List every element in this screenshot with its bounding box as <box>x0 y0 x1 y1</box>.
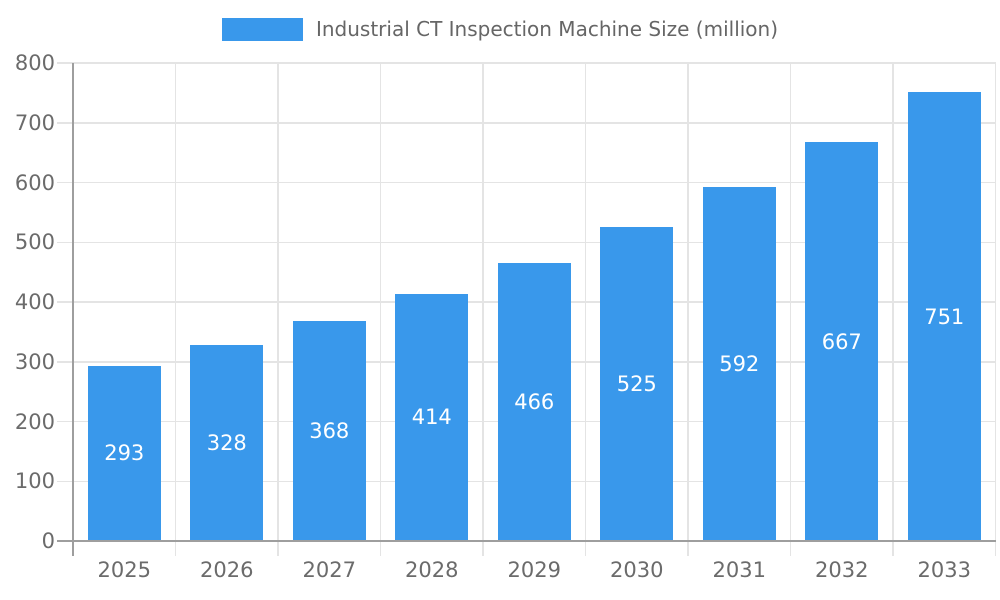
x-gridline <box>379 63 382 556</box>
y-gridline <box>57 62 996 64</box>
y-gridline <box>57 122 996 124</box>
x-tick-label: 2032 <box>815 558 869 582</box>
bar-value-label: 293 <box>104 441 145 466</box>
y-tick-label: 200 <box>14 409 55 434</box>
x-gridline <box>584 63 587 556</box>
bar[interactable]: 368 <box>292 321 366 541</box>
y-gridline <box>57 241 996 243</box>
y-axis-line <box>72 63 74 556</box>
y-tick-label: 600 <box>14 170 55 195</box>
bar-value-label: 414 <box>411 405 452 430</box>
bar-value-label: 466 <box>514 389 555 414</box>
x-tick-label: 2030 <box>610 558 664 582</box>
bar[interactable]: 466 <box>497 262 571 541</box>
bar-value-label: 368 <box>309 419 350 444</box>
y-tick-label: 500 <box>14 230 55 255</box>
bar[interactable]: 751 <box>907 92 981 541</box>
bar-value-label: 667 <box>821 329 862 354</box>
x-gridline <box>482 63 484 556</box>
y-tick-label: 700 <box>14 110 55 135</box>
x-gridline <box>892 63 894 556</box>
x-tick-label: 2028 <box>405 558 459 582</box>
x-tick-label: 2029 <box>507 558 561 582</box>
x-gridline <box>789 63 792 556</box>
bar[interactable]: 525 <box>600 227 674 541</box>
bar-value-label: 525 <box>616 372 657 397</box>
bar-value-label: 328 <box>206 431 247 455</box>
chart-legend[interactable]: Industrial CT Inspection Machine Size (m… <box>0 17 1000 41</box>
bar-value-label: 592 <box>719 352 760 377</box>
x-tick-label: 2027 <box>302 558 356 582</box>
x-tick-label: 2026 <box>200 558 254 582</box>
bar[interactable]: 293 <box>87 365 161 541</box>
bar[interactable]: 667 <box>805 142 879 541</box>
y-tick-label: 0 <box>41 529 55 553</box>
y-tick-label: 300 <box>14 349 55 374</box>
x-axis-line <box>57 540 996 542</box>
x-gridline <box>994 63 997 556</box>
bar-value-label: 751 <box>924 304 965 329</box>
x-tick-label: 2031 <box>712 558 766 582</box>
y-tick-label: 800 <box>14 51 55 75</box>
y-tick-label: 400 <box>14 290 55 314</box>
x-gridline <box>277 63 279 556</box>
legend-label: Industrial CT Inspection Machine Size (m… <box>315 17 779 41</box>
y-tick-label: 100 <box>14 469 55 494</box>
x-gridline <box>687 63 689 556</box>
bar[interactable]: 592 <box>702 187 776 541</box>
x-tick-label: 2025 <box>97 558 151 582</box>
bar[interactable]: 328 <box>190 345 264 541</box>
x-tick-label: 2033 <box>917 558 971 582</box>
x-gridline <box>174 63 177 556</box>
bar[interactable]: 414 <box>395 293 469 541</box>
legend-swatch <box>221 17 303 41</box>
y-gridline <box>57 181 996 184</box>
